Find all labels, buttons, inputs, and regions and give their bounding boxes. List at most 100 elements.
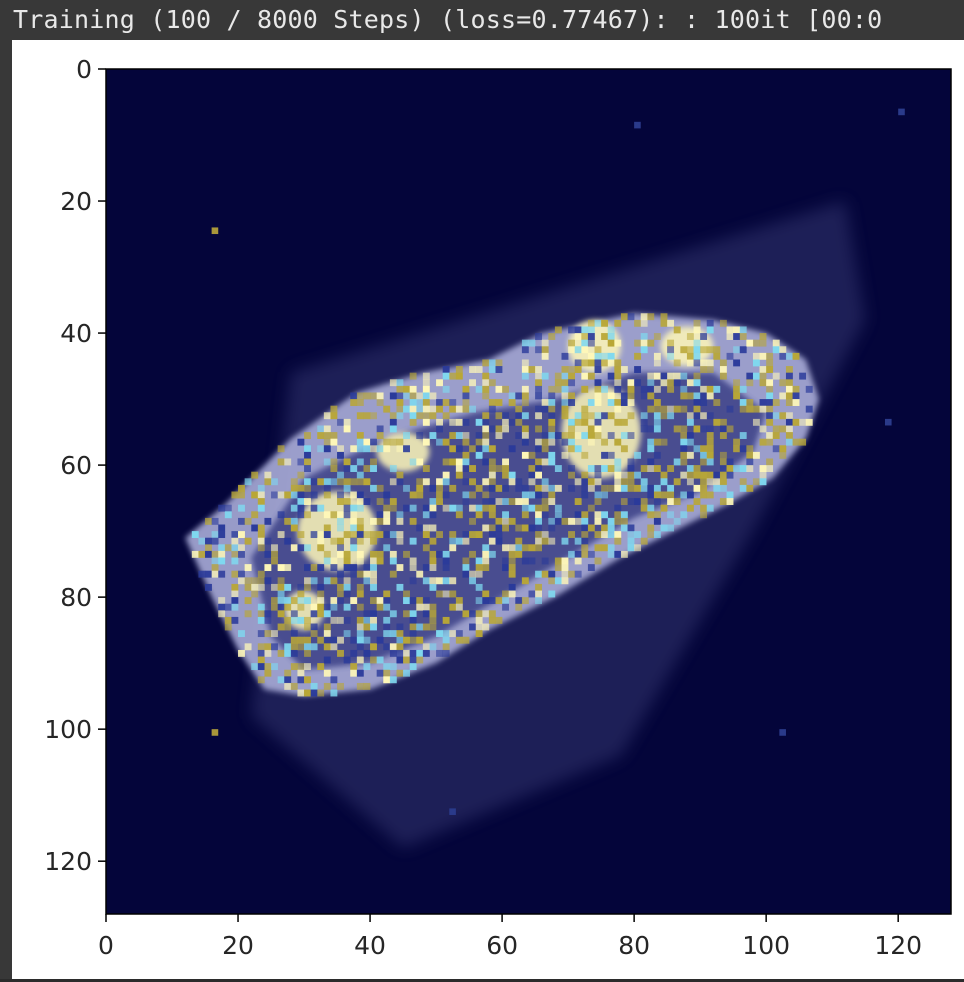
pixel [733,465,741,472]
pixel [752,352,760,360]
pixel [627,484,635,492]
pixel [330,438,338,446]
pixel [482,590,490,598]
pixel [607,333,615,340]
pixel [403,392,410,400]
pixel [574,570,582,578]
pixel [634,484,642,492]
pixel [416,570,424,578]
pixel [244,583,252,591]
pixel [693,326,701,334]
pixel [356,504,364,512]
pixel [422,405,430,413]
pixel [284,669,292,677]
pixel [264,478,272,486]
pixel [508,544,516,552]
pixel [746,465,754,472]
pixel [231,597,239,605]
pixel [673,405,681,413]
pixel [548,484,556,492]
pixel [310,689,318,697]
pixel [528,524,536,532]
pixel [482,359,490,367]
pixel [323,531,331,539]
pixel [442,550,450,558]
pixel [356,531,364,539]
pixel [548,498,556,506]
pixel [766,385,774,393]
pixel [343,564,351,572]
pixel [693,471,701,479]
pixel [376,603,384,611]
pixel [317,445,325,453]
pixel [673,478,681,486]
pixel [277,597,285,605]
pixel [554,517,562,525]
pixel [469,550,476,558]
pixel [693,359,701,367]
pixel [475,484,483,492]
pixel [238,544,245,552]
pixel [660,524,668,532]
pixel [370,557,377,565]
pixel [766,392,774,400]
pixel [396,537,404,545]
pixel [317,583,325,591]
pixel [409,399,417,406]
pixel [330,603,338,611]
pixel [277,458,285,466]
pixel [323,603,331,611]
pixel [548,432,556,439]
pixel [343,504,351,512]
pixel [257,524,265,532]
pixel [640,418,648,426]
pixel [363,412,371,420]
pixel [640,346,648,354]
pixel [495,484,503,492]
pixel [554,504,562,512]
pixel [561,412,569,420]
pixel [403,432,410,439]
pixel [759,372,767,380]
pixel [257,610,265,618]
pixel [370,577,377,585]
pixel [304,465,311,472]
pixel [482,445,490,453]
pixel [389,610,397,618]
pixel [706,385,714,393]
pixel [772,372,780,380]
pixel [587,333,595,340]
pixel [792,392,800,400]
pixel [779,379,787,387]
pixel [304,498,311,506]
pixel [257,544,265,552]
pixel [330,412,338,420]
pixel [356,643,364,651]
pixel [587,412,595,420]
pixel [594,557,602,565]
pixel [422,544,430,552]
pixel [449,432,457,439]
pixel [766,405,774,413]
pixel [396,630,404,638]
pixel [337,583,344,591]
pixel [403,504,410,512]
pixel [284,597,292,605]
pixel [436,438,443,446]
pixel [376,498,384,506]
pixel [396,445,404,453]
pixel [396,649,404,657]
pixel [462,385,470,393]
pixel [462,491,470,499]
pixel [284,649,292,657]
pixel [290,630,298,638]
pixel [475,570,483,578]
pixel [535,366,543,373]
pixel [700,366,708,373]
pixel [581,359,589,367]
pixel [495,465,503,472]
pixel [482,524,490,532]
pixel [323,550,331,558]
pixel [667,319,675,327]
pixel [541,557,549,565]
